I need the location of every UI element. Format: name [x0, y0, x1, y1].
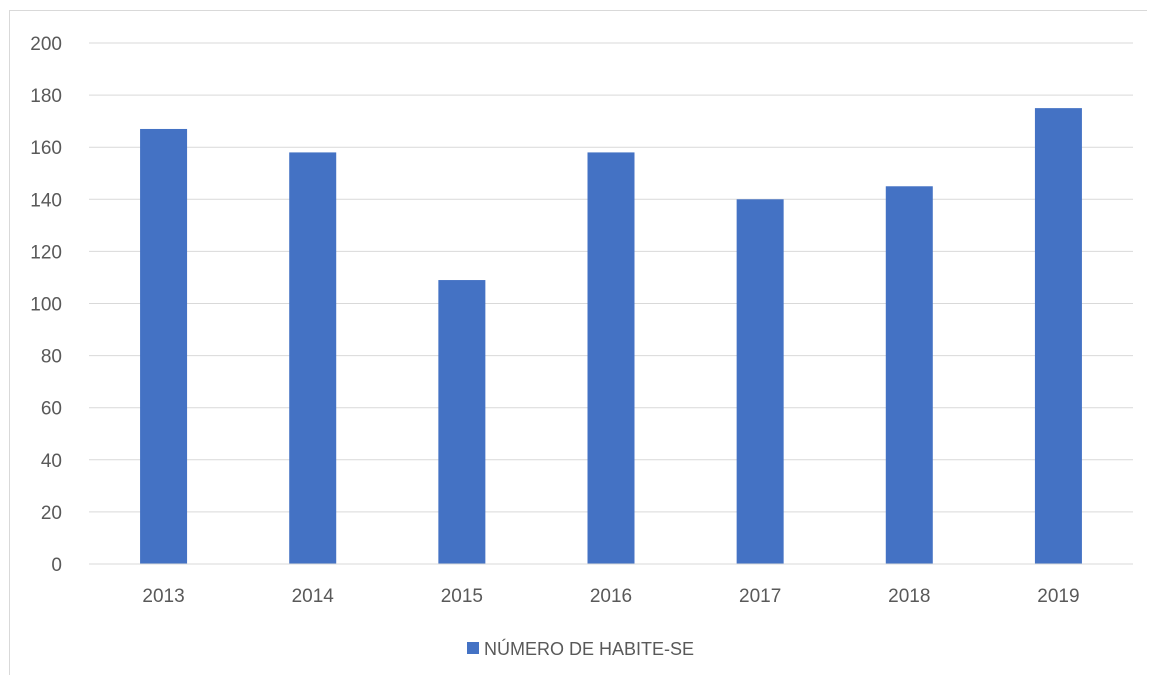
y-tick-label: 120: [30, 242, 62, 263]
bar-2015: [438, 280, 486, 564]
y-axis-tick-labels: 0 20 40 60 80 100 120 140 160 180 200: [30, 34, 62, 576]
x-axis-tick-labels: 2013 2014 2015 2016 2017 2018 2019: [142, 586, 1079, 607]
y-tick-label: 200: [30, 34, 62, 55]
x-tick-label: 2018: [888, 586, 930, 607]
y-tick-label: 140: [30, 190, 62, 211]
y-tick-label: 80: [41, 347, 62, 368]
x-tick-label: 2014: [292, 586, 335, 607]
bar-2017: [736, 199, 784, 565]
x-tick-label: 2017: [739, 586, 781, 607]
legend-swatch: [467, 642, 479, 654]
y-tick-label: 60: [41, 399, 62, 420]
x-tick-label: 2013: [142, 586, 184, 607]
bar-2019: [1034, 108, 1082, 564]
x-tick-label: 2015: [441, 586, 483, 607]
legend-label: NÚMERO DE HABITE-SE: [484, 638, 694, 659]
y-tick-label: 0: [51, 555, 62, 576]
bars: [140, 108, 1082, 565]
x-tick-label: 2019: [1037, 586, 1079, 607]
bar-2013: [140, 128, 188, 564]
bar-2014: [289, 152, 337, 564]
legend: NÚMERO DE HABITE-SE: [467, 638, 694, 659]
y-tick-label: 160: [30, 138, 62, 159]
y-tick-label: 100: [30, 295, 62, 316]
x-tick-label: 2016: [590, 586, 632, 607]
y-tick-label: 20: [41, 503, 62, 524]
y-tick-label: 180: [30, 86, 62, 107]
chart-frame: [9, 10, 1147, 675]
y-tick-label: 40: [41, 451, 62, 472]
bar-2016: [587, 152, 635, 564]
bar-2018: [885, 186, 933, 564]
